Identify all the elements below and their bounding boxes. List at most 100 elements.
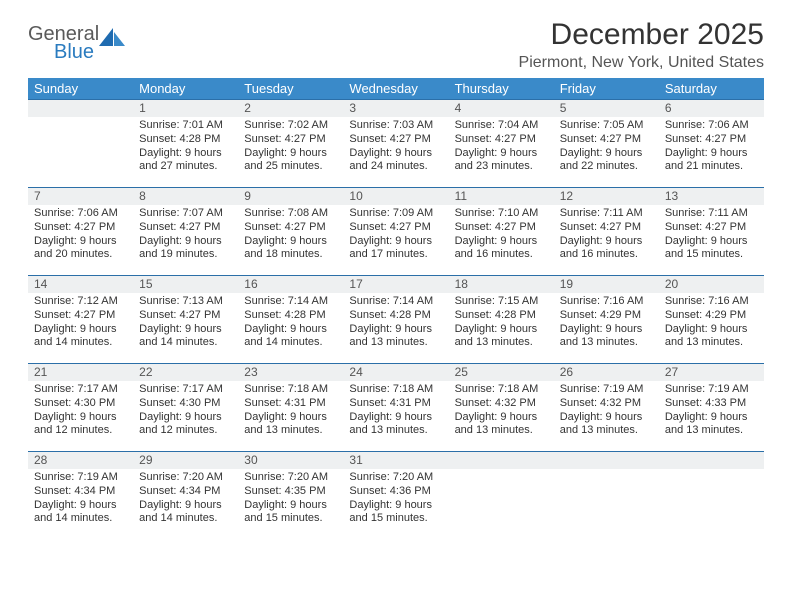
day-number: 5 [554,99,659,117]
day-number: 16 [238,275,343,293]
sunset-text: Sunset: 4:35 PM [244,485,337,499]
sunrise-text: Sunrise: 7:05 AM [560,119,653,133]
day-number: 0 [28,99,133,117]
sunrise-text: Sunrise: 7:11 AM [665,207,758,221]
day-details: Sunrise: 7:20 AMSunset: 4:36 PMDaylight:… [343,469,448,530]
sunrise-text: Sunrise: 7:18 AM [455,383,548,397]
logo-line2: Blue [54,42,99,62]
sunrise-text: Sunrise: 7:14 AM [349,295,442,309]
sunrise-text: Sunrise: 7:06 AM [665,119,758,133]
sunrise-text: Sunrise: 7:11 AM [560,207,653,221]
month-title: December 2025 [519,18,764,52]
day-details: Sunrise: 7:09 AMSunset: 4:27 PMDaylight:… [343,205,448,266]
sunrise-text: Sunrise: 7:04 AM [455,119,548,133]
sunset-text: Sunset: 4:27 PM [244,221,337,235]
sunset-text: Sunset: 4:31 PM [349,397,442,411]
calendar-week-row: 14Sunrise: 7:12 AMSunset: 4:27 PMDayligh… [28,275,764,363]
sunset-text: Sunset: 4:29 PM [665,309,758,323]
day-number: 26 [554,363,659,381]
calendar-day-cell: 0 [449,451,554,539]
day-number: 11 [449,187,554,205]
weekday-header: Monday [133,78,238,99]
daylight-text: Daylight: 9 hours and 15 minutes. [665,235,758,263]
day-number: 0 [659,451,764,469]
day-number: 4 [449,99,554,117]
daylight-text: Daylight: 9 hours and 23 minutes. [455,147,548,175]
calendar-day-cell: 9Sunrise: 7:08 AMSunset: 4:27 PMDaylight… [238,187,343,275]
sunset-text: Sunset: 4:32 PM [560,397,653,411]
daylight-text: Daylight: 9 hours and 20 minutes. [34,235,127,263]
sunset-text: Sunset: 4:27 PM [560,221,653,235]
calendar-day-cell: 10Sunrise: 7:09 AMSunset: 4:27 PMDayligh… [343,187,448,275]
day-details: Sunrise: 7:08 AMSunset: 4:27 PMDaylight:… [238,205,343,266]
calendar-table: Sunday Monday Tuesday Wednesday Thursday… [28,78,764,539]
sunrise-text: Sunrise: 7:07 AM [139,207,232,221]
day-number: 12 [554,187,659,205]
day-number: 15 [133,275,238,293]
sunrise-text: Sunrise: 7:12 AM [34,295,127,309]
day-details: Sunrise: 7:16 AMSunset: 4:29 PMDaylight:… [659,293,764,354]
day-details: Sunrise: 7:16 AMSunset: 4:29 PMDaylight:… [554,293,659,354]
day-number: 23 [238,363,343,381]
day-number: 29 [133,451,238,469]
day-details: Sunrise: 7:06 AMSunset: 4:27 PMDaylight:… [28,205,133,266]
calendar-day-cell: 19Sunrise: 7:16 AMSunset: 4:29 PMDayligh… [554,275,659,363]
sunset-text: Sunset: 4:27 PM [665,133,758,147]
calendar-day-cell: 20Sunrise: 7:16 AMSunset: 4:29 PMDayligh… [659,275,764,363]
sunrise-text: Sunrise: 7:20 AM [139,471,232,485]
day-number: 6 [659,99,764,117]
sunrise-text: Sunrise: 7:13 AM [139,295,232,309]
daylight-text: Daylight: 9 hours and 14 minutes. [34,323,127,351]
calendar-day-cell: 7Sunrise: 7:06 AMSunset: 4:27 PMDaylight… [28,187,133,275]
sunset-text: Sunset: 4:34 PM [34,485,127,499]
calendar-day-cell: 1Sunrise: 7:01 AMSunset: 4:28 PMDaylight… [133,99,238,187]
daylight-text: Daylight: 9 hours and 17 minutes. [349,235,442,263]
calendar-day-cell: 16Sunrise: 7:14 AMSunset: 4:28 PMDayligh… [238,275,343,363]
sunrise-text: Sunrise: 7:09 AM [349,207,442,221]
day-number: 27 [659,363,764,381]
sunset-text: Sunset: 4:27 PM [455,221,548,235]
sunrise-text: Sunrise: 7:16 AM [665,295,758,309]
weekday-header: Saturday [659,78,764,99]
calendar-day-cell: 0 [659,451,764,539]
daylight-text: Daylight: 9 hours and 14 minutes. [244,323,337,351]
calendar-day-cell: 27Sunrise: 7:19 AMSunset: 4:33 PMDayligh… [659,363,764,451]
sunset-text: Sunset: 4:28 PM [455,309,548,323]
calendar-week-row: 7Sunrise: 7:06 AMSunset: 4:27 PMDaylight… [28,187,764,275]
daylight-text: Daylight: 9 hours and 12 minutes. [34,411,127,439]
logo: General Blue [28,24,127,62]
sunrise-text: Sunrise: 7:18 AM [244,383,337,397]
calendar-day-cell: 31Sunrise: 7:20 AMSunset: 4:36 PMDayligh… [343,451,448,539]
daylight-text: Daylight: 9 hours and 15 minutes. [349,499,442,527]
day-details: Sunrise: 7:18 AMSunset: 4:32 PMDaylight:… [449,381,554,442]
daylight-text: Daylight: 9 hours and 13 minutes. [349,323,442,351]
daylight-text: Daylight: 9 hours and 16 minutes. [455,235,548,263]
day-number: 18 [449,275,554,293]
day-number: 19 [554,275,659,293]
sunset-text: Sunset: 4:27 PM [139,309,232,323]
sunrise-text: Sunrise: 7:19 AM [34,471,127,485]
daylight-text: Daylight: 9 hours and 12 minutes. [139,411,232,439]
daylight-text: Daylight: 9 hours and 25 minutes. [244,147,337,175]
sunrise-text: Sunrise: 7:19 AM [665,383,758,397]
day-details: Sunrise: 7:13 AMSunset: 4:27 PMDaylight:… [133,293,238,354]
calendar-day-cell: 22Sunrise: 7:17 AMSunset: 4:30 PMDayligh… [133,363,238,451]
calendar-day-cell: 3Sunrise: 7:03 AMSunset: 4:27 PMDaylight… [343,99,448,187]
day-details: Sunrise: 7:17 AMSunset: 4:30 PMDaylight:… [133,381,238,442]
daylight-text: Daylight: 9 hours and 14 minutes. [34,499,127,527]
day-number: 10 [343,187,448,205]
daylight-text: Daylight: 9 hours and 13 minutes. [665,323,758,351]
daylight-text: Daylight: 9 hours and 27 minutes. [139,147,232,175]
calendar-week-row: 21Sunrise: 7:17 AMSunset: 4:30 PMDayligh… [28,363,764,451]
weekday-header: Tuesday [238,78,343,99]
weekday-header: Wednesday [343,78,448,99]
day-number: 8 [133,187,238,205]
sunset-text: Sunset: 4:27 PM [34,221,127,235]
day-details: Sunrise: 7:05 AMSunset: 4:27 PMDaylight:… [554,117,659,178]
sunset-text: Sunset: 4:27 PM [349,133,442,147]
day-number: 30 [238,451,343,469]
sunrise-text: Sunrise: 7:15 AM [455,295,548,309]
day-details: Sunrise: 7:15 AMSunset: 4:28 PMDaylight:… [449,293,554,354]
sunset-text: Sunset: 4:27 PM [665,221,758,235]
calendar-week-row: 01Sunrise: 7:01 AMSunset: 4:28 PMDayligh… [28,99,764,187]
